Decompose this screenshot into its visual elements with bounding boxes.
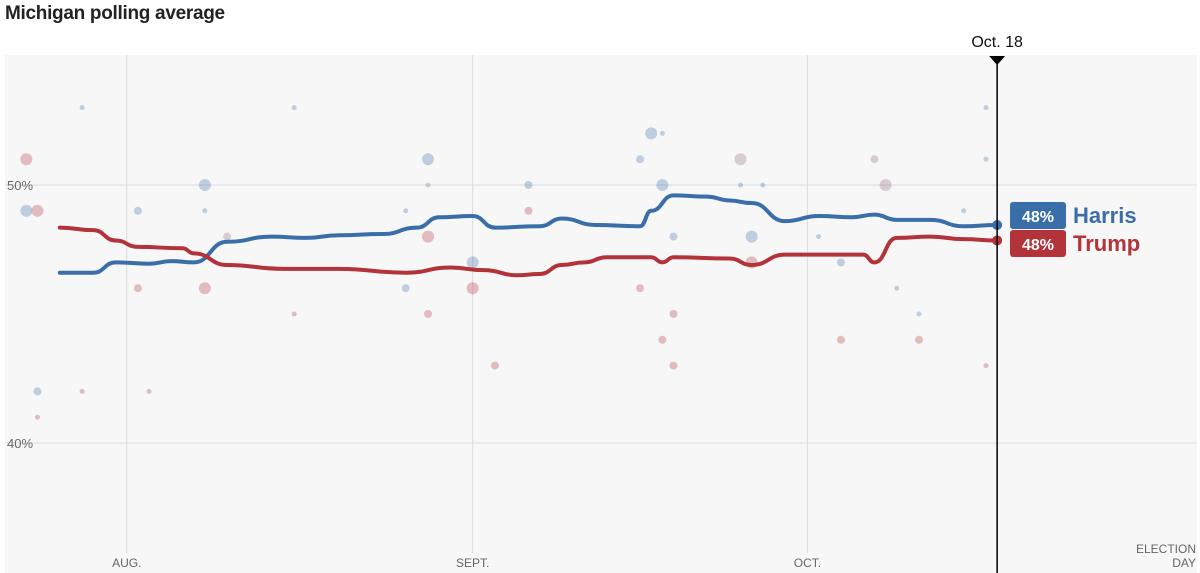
poll-dot-trump: [79, 388, 85, 394]
poll-dot-trump: [915, 335, 924, 344]
plot-background: [5, 55, 1197, 573]
current-date-triangle-icon: [989, 56, 1006, 65]
poll-dot-harris: [659, 130, 665, 136]
poll-dot-harris: [894, 285, 900, 291]
poll-dot-harris: [836, 258, 845, 267]
chart-title: Michigan polling average: [5, 3, 225, 24]
poll-dot-trump: [524, 206, 533, 215]
poll-dot-trump: [490, 361, 499, 370]
poll-dot-harris: [669, 232, 678, 241]
x-tick-label: SEPT.: [456, 556, 489, 570]
poll-dot-trump: [422, 230, 435, 243]
poll-dot-harris: [33, 387, 42, 396]
harris-average-line: [57, 193, 1000, 275]
poll-dot-trump: [669, 310, 678, 318]
x-tick-label: OCT.: [794, 556, 821, 570]
poll-dot-harris: [656, 179, 669, 191]
poll-dot-trump: [20, 153, 33, 166]
trump-average-line: [57, 225, 1000, 278]
poll-dot-harris: [20, 204, 33, 217]
poll-dot-harris: [983, 156, 989, 162]
y-tick-label: 50%: [7, 178, 33, 193]
poll-dot-trump: [669, 361, 678, 370]
poll-dot-trump: [146, 388, 152, 394]
poll-dot-trump: [291, 311, 297, 317]
poll-dot-harris: [745, 230, 758, 243]
poll-dot-trump: [424, 310, 433, 318]
poll-dot-trump: [34, 414, 40, 420]
poll-dot-harris: [645, 127, 658, 140]
poll-dot-trump: [466, 282, 479, 295]
x-tick-label: AUG.: [112, 556, 141, 570]
y-tick-label: 40%: [7, 436, 33, 451]
poll-dot-harris: [983, 105, 989, 111]
trump-value: 48%: [1022, 237, 1054, 254]
poll-dot-harris: [403, 208, 409, 214]
election-day-label: DAY: [1172, 556, 1196, 570]
poll-dot-harris: [401, 284, 410, 293]
poll-dot-trump: [198, 282, 211, 295]
poll-dot-trump: [133, 284, 142, 293]
poll-dot-overlap: [879, 179, 892, 191]
poll-dot-harris: [133, 206, 142, 215]
poll-dot-trump: [636, 284, 645, 293]
poll-dot-harris: [760, 182, 766, 188]
poll-dot-harris: [961, 208, 967, 214]
poll-dot-harris: [737, 182, 743, 188]
poll-dot-harris: [202, 208, 208, 214]
poll-dot-trump: [836, 335, 845, 344]
poll-dot-harris: [636, 155, 645, 164]
poll-dot-overlap: [734, 153, 747, 166]
poll-dot-harris: [524, 181, 533, 189]
poll-dot-overlap: [870, 155, 879, 164]
harris-series-label: Harris: [1073, 203, 1137, 228]
poll-dot-trump: [31, 204, 44, 217]
poll-dot-harris: [79, 105, 85, 111]
poll-dot-harris: [198, 179, 211, 191]
harris-value: 48%: [1022, 209, 1054, 226]
poll-dot-trump: [983, 363, 989, 369]
poll-dot-harris: [422, 153, 435, 166]
poll-dot-trump: [658, 335, 667, 344]
poll-dot-harris: [291, 105, 297, 111]
poll-dot-harris: [916, 311, 922, 317]
poll-dot-overlap: [425, 182, 431, 188]
current-date-label: Oct. 18: [971, 34, 1023, 51]
poll-dot-overlap: [223, 232, 232, 241]
poll-dot-harris: [816, 234, 822, 240]
election-day-label: ELECTION: [1136, 542, 1196, 556]
trump-value-badge: [1010, 230, 1066, 257]
harris-value-badge: [1010, 202, 1066, 229]
poll-dot-harris: [466, 256, 479, 269]
trump-series-label: Trump: [1073, 231, 1140, 256]
